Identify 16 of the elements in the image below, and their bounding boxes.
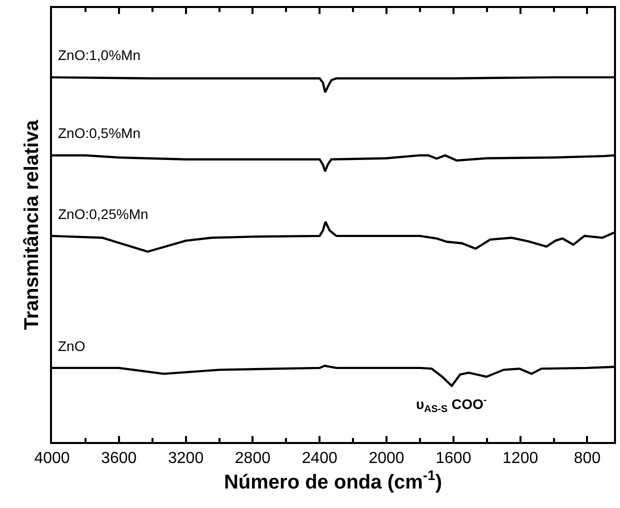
x-tick-label: 2800 — [234, 450, 271, 468]
x-tick-label: 3200 — [168, 450, 204, 468]
x-tick-label: 800 — [574, 450, 601, 468]
x-tick-label: 2400 — [302, 450, 338, 468]
x-tick-label: 3600 — [101, 450, 137, 468]
series-label: ZnO:0,25%Mn — [58, 206, 148, 222]
y-axis-title: Transmitância relativa — [21, 119, 43, 330]
annotation: υ$_{AS-S}$ COO$^{-}$ — [416, 395, 487, 415]
x-tick-label: 4000 — [34, 450, 70, 468]
x-tick-label: 1200 — [502, 450, 538, 468]
series-label: ZnO:0,5%Mn — [58, 125, 140, 141]
x-tick-label: 2000 — [368, 450, 404, 468]
x-axis-title: Número de onda (cm$^{-1}$) — [224, 467, 442, 494]
series-label: ZnO — [58, 338, 86, 354]
series-label: ZnO:1,0%Mn — [58, 47, 140, 63]
x-tick-label: 1600 — [436, 450, 472, 468]
